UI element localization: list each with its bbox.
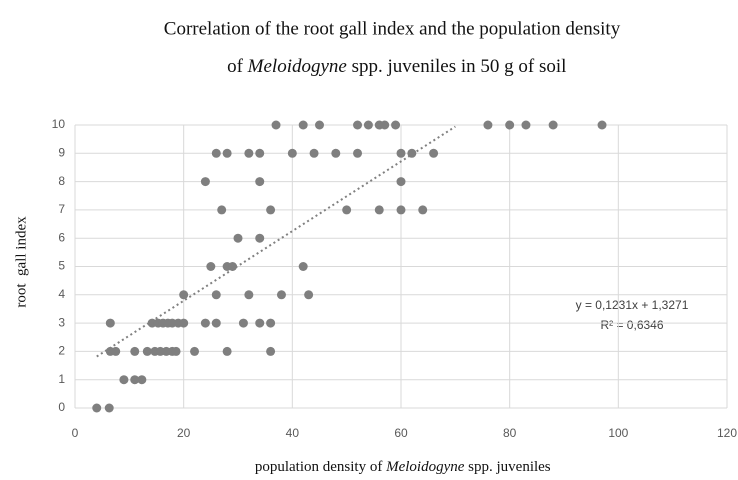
y-tick-label: 0	[58, 400, 65, 414]
point	[353, 120, 363, 130]
point	[244, 290, 254, 300]
point	[130, 375, 140, 385]
point	[171, 346, 181, 356]
point	[206, 262, 216, 271]
trendline-equation: y = 0,1231x + 1,3271	[576, 298, 689, 312]
point	[211, 148, 221, 158]
point	[222, 346, 232, 356]
point	[287, 148, 297, 158]
point	[200, 318, 210, 328]
point	[200, 177, 210, 187]
point	[505, 120, 515, 130]
y-tick-label: 2	[58, 344, 65, 358]
point	[130, 346, 140, 356]
point	[266, 346, 276, 356]
point	[266, 205, 276, 215]
point	[255, 233, 265, 243]
point	[211, 318, 221, 328]
x-tick-label: 60	[394, 426, 408, 440]
x-label-part: Meloidogyne	[385, 459, 465, 475]
point	[309, 148, 319, 158]
point	[111, 346, 121, 356]
point	[342, 205, 352, 215]
point	[276, 290, 286, 300]
x-tick-label: 80	[503, 426, 517, 440]
point	[179, 318, 189, 328]
point	[119, 375, 129, 385]
point	[105, 318, 115, 328]
point	[407, 148, 417, 158]
point	[233, 233, 243, 243]
x-tick-label: 20	[177, 426, 191, 440]
point	[418, 205, 428, 215]
point	[396, 177, 406, 187]
point	[298, 262, 308, 271]
point	[217, 205, 227, 215]
point	[92, 403, 102, 413]
chart-title: Correlation of the root gall index and t…	[164, 18, 621, 39]
chart-title: of Meloidogyne spp. juveniles in 50 g of…	[203, 56, 580, 77]
y-tick-label: 8	[58, 174, 65, 188]
title-part: spp. juveniles in 50 g of soil	[347, 56, 567, 77]
point	[429, 148, 439, 158]
y-tick-label: 6	[58, 230, 65, 244]
x-axis-label: population density of Meloidogyne spp. j…	[236, 459, 562, 475]
point	[266, 318, 276, 328]
x-label-part: spp. juveniles	[464, 459, 550, 475]
x-tick-label: 0	[72, 426, 79, 440]
point	[521, 120, 531, 130]
y-tick-label: 4	[58, 287, 65, 301]
point	[244, 148, 254, 158]
point	[315, 120, 324, 130]
point	[304, 290, 314, 300]
x-tick-label: 40	[286, 426, 300, 440]
title-part: Meloidogyne	[247, 56, 347, 77]
point	[179, 290, 189, 300]
y-tick-label: 9	[58, 145, 65, 159]
point	[597, 120, 607, 130]
point	[483, 120, 493, 130]
point	[142, 346, 152, 356]
point	[222, 148, 232, 158]
point	[228, 262, 238, 271]
x-label-part: population density of	[255, 459, 386, 475]
point	[255, 318, 265, 328]
point	[396, 148, 406, 158]
point	[331, 148, 341, 158]
point	[211, 290, 221, 300]
point	[255, 177, 265, 187]
x-tick-label: 120	[717, 426, 737, 440]
point	[391, 120, 401, 130]
point	[548, 120, 558, 130]
trendline	[96, 125, 456, 358]
y-tick-label: 10	[52, 117, 66, 131]
point	[380, 120, 390, 130]
point	[137, 375, 147, 385]
point	[255, 148, 265, 158]
point	[238, 318, 248, 328]
point	[374, 205, 384, 215]
x-tick-label: 100	[608, 426, 628, 440]
y-axis-label: root gall index	[13, 216, 29, 308]
y-tick-label: 5	[58, 259, 65, 273]
r-squared: R² = 0,6346	[600, 318, 663, 332]
point	[363, 120, 373, 130]
point	[298, 120, 308, 130]
point	[271, 120, 281, 130]
title-part: of	[227, 56, 248, 77]
y-tick-label: 7	[58, 202, 65, 216]
y-tick-label: 1	[58, 372, 65, 386]
point	[353, 148, 363, 158]
point	[104, 403, 114, 413]
point	[190, 346, 200, 356]
y-tick-label: 3	[58, 315, 65, 329]
point	[396, 205, 406, 215]
